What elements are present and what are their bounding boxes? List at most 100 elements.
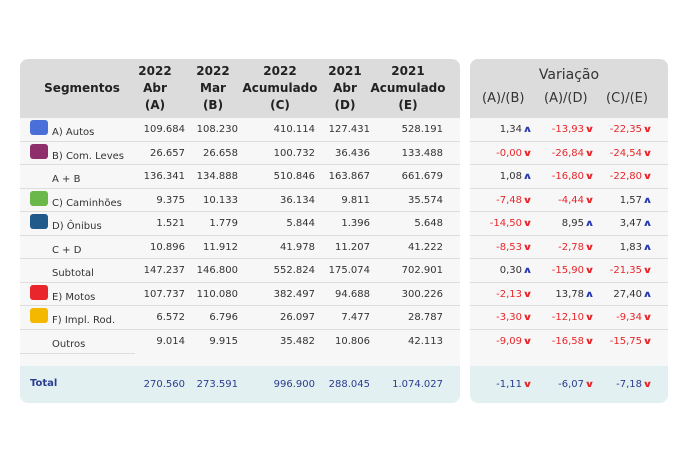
variation-row: -9,09∨ -16,58∨ -15,75∨ <box>470 330 668 354</box>
value-cell: 134.888 <box>196 171 238 182</box>
column-header-line: 2021 <box>328 64 362 78</box>
variation-cell: -2,78∨ <box>558 241 595 255</box>
value-cell: 10.806 <box>335 335 370 347</box>
variation-cell: 27,40∧ <box>613 288 653 302</box>
variation-cell: -16,80∨ <box>552 170 595 184</box>
arrow-up-icon: ∧ <box>642 289 653 300</box>
table-row: Subtotal 147.237 146.800 552.824 175.074 702.… <box>20 259 460 283</box>
variation-value: -16,58 <box>551 335 584 347</box>
value-cell: 163.867 <box>328 171 370 182</box>
arrow-down-icon: ∨ <box>642 313 653 323</box>
column-header-line: Acumulado <box>370 81 446 95</box>
value-cell: 100.732 <box>273 147 315 159</box>
value-cell: 127.431 <box>328 124 370 135</box>
variation-value: -22,35 <box>609 124 642 135</box>
segment-label: F) Impl. Rod. <box>52 315 116 326</box>
variation-value: 13,78 <box>555 288 584 300</box>
variation-row: -0,00∨ -26,84∨ -24,54∨ <box>470 142 668 165</box>
value-cell: 7.477 <box>341 312 370 323</box>
variation-cell: -2,13∨ <box>496 288 533 302</box>
arrow-up-icon: ∧ <box>522 266 533 276</box>
variation-value: 1,34 <box>499 124 522 135</box>
table-row: Outros 9.014 9.915 35.482 10.806 42.113 <box>20 330 460 354</box>
pickup-truck-icon <box>30 143 48 159</box>
arrow-down-icon: ∨ <box>584 313 595 323</box>
column-header: 2022 Abr (A) <box>120 63 190 114</box>
value-cell: 41.978 <box>280 241 315 253</box>
value-cell: 1.396 <box>341 218 370 229</box>
table-row: C + D 10.896 11.912 41.978 11.207 41.222 <box>20 236 460 259</box>
segments-table: Segmentos 2022 Abr (A) 2022 Mar (B) 2022 Acumul… <box>20 59 460 403</box>
variation-row: -14,50∨ 8,95∧ 3,47∧ <box>470 212 668 236</box>
variation-cell: -22,35∨ <box>610 123 653 137</box>
arrow-down-icon: ∨ <box>584 172 595 182</box>
column-header: 2021 Acumulado (E) <box>368 63 448 114</box>
variation-value: -24,54 <box>609 147 642 159</box>
value-cell: 552.824 <box>273 265 315 276</box>
variation-cell: -9,09∨ <box>496 335 533 349</box>
arrow-down-icon: ∨ <box>522 313 533 323</box>
variation-value: -2,78 <box>558 241 584 253</box>
value-cell: 6.796 <box>209 312 238 323</box>
column-header-line: (E) <box>398 98 418 112</box>
variation-value: -12,10 <box>551 312 584 323</box>
value-cell: 36.134 <box>280 194 315 206</box>
variation-cell: -15,75∨ <box>610 335 653 349</box>
table-row: F) Impl. Rod. 6.572 6.796 26.097 7.477 28.787 <box>20 306 460 330</box>
value-cell: 133.488 <box>401 147 443 159</box>
variation-value: 27,40 <box>613 288 642 300</box>
arrow-down-icon: ∨ <box>522 242 533 253</box>
value-cell: 528.191 <box>401 124 443 135</box>
value-cell: 9.811 <box>341 194 370 206</box>
value-cell: 136.341 <box>143 171 185 182</box>
column-header-line: Acumulado <box>242 81 318 95</box>
variation-cell: -7,18∨ <box>616 378 653 392</box>
column-header-line: (B) <box>202 98 224 112</box>
value-cell: 996.900 <box>273 379 315 390</box>
variation-title: Variação <box>538 67 600 83</box>
arrow-down-icon: ∨ <box>522 148 533 159</box>
variation-cell: 0,30∧ <box>500 264 533 278</box>
table-row: B) Com. Leves 26.657 26.658 100.732 36.436 13… <box>20 142 460 165</box>
variation-value: -15,90 <box>551 265 584 276</box>
car-icon <box>30 120 48 135</box>
column-header-line: (A) <box>144 98 166 112</box>
variation-cell: -13,93∨ <box>552 123 595 137</box>
segment-label: C) Caminhões <box>52 197 122 209</box>
variation-cell: -7,48∨ <box>496 194 533 208</box>
variation-cell: -8,53∨ <box>496 241 533 255</box>
variation-cell: 1,34∧ <box>500 123 533 137</box>
value-cell: 5.648 <box>414 218 443 229</box>
column-header-line: 2022 <box>138 64 172 78</box>
segment-label: D) Ônibus <box>52 221 102 232</box>
column-header: 2022 Mar (B) <box>183 63 243 114</box>
variation-cell: -1,11∨ <box>496 378 533 392</box>
arrow-down-icon: ∨ <box>642 266 653 276</box>
variation-value: -16,80 <box>551 171 584 182</box>
variation-value: -9,34 <box>616 312 642 323</box>
variation-value: -7,48 <box>496 194 522 206</box>
value-cell: 5.844 <box>286 218 315 229</box>
table-row: C) Caminhões 9.375 10.133 36.134 9.811 35.574 <box>20 189 460 212</box>
value-cell: 410.114 <box>273 124 315 135</box>
value-cell: 36.436 <box>335 147 370 159</box>
variation-value: -4,44 <box>558 194 584 206</box>
value-cell: 35.482 <box>280 335 315 347</box>
value-cell: 10.133 <box>203 194 238 206</box>
trailer-icon <box>30 308 48 323</box>
variation-value: 8,95 <box>561 218 584 229</box>
arrow-down-icon: ∨ <box>642 148 653 159</box>
variation-cell: -16,58∨ <box>552 335 595 349</box>
arrow-down-icon: ∨ <box>584 336 595 347</box>
var-col-header: (A)/(B) <box>482 91 525 106</box>
value-cell: 147.237 <box>143 265 185 276</box>
column-header-line: 2022 <box>263 64 297 78</box>
variation-row: 1,08∧ -16,80∨ -22,80∨ <box>470 165 668 189</box>
column-header-line: (D) <box>334 98 356 112</box>
variation-cell: 1,83∧ <box>620 241 653 255</box>
segment-label: C + D <box>52 244 82 256</box>
arrow-down-icon: ∨ <box>584 148 595 159</box>
variation-value: -2,13 <box>496 288 522 300</box>
segment-label: Outros <box>52 338 86 350</box>
arrow-up-icon: ∧ <box>522 172 533 182</box>
